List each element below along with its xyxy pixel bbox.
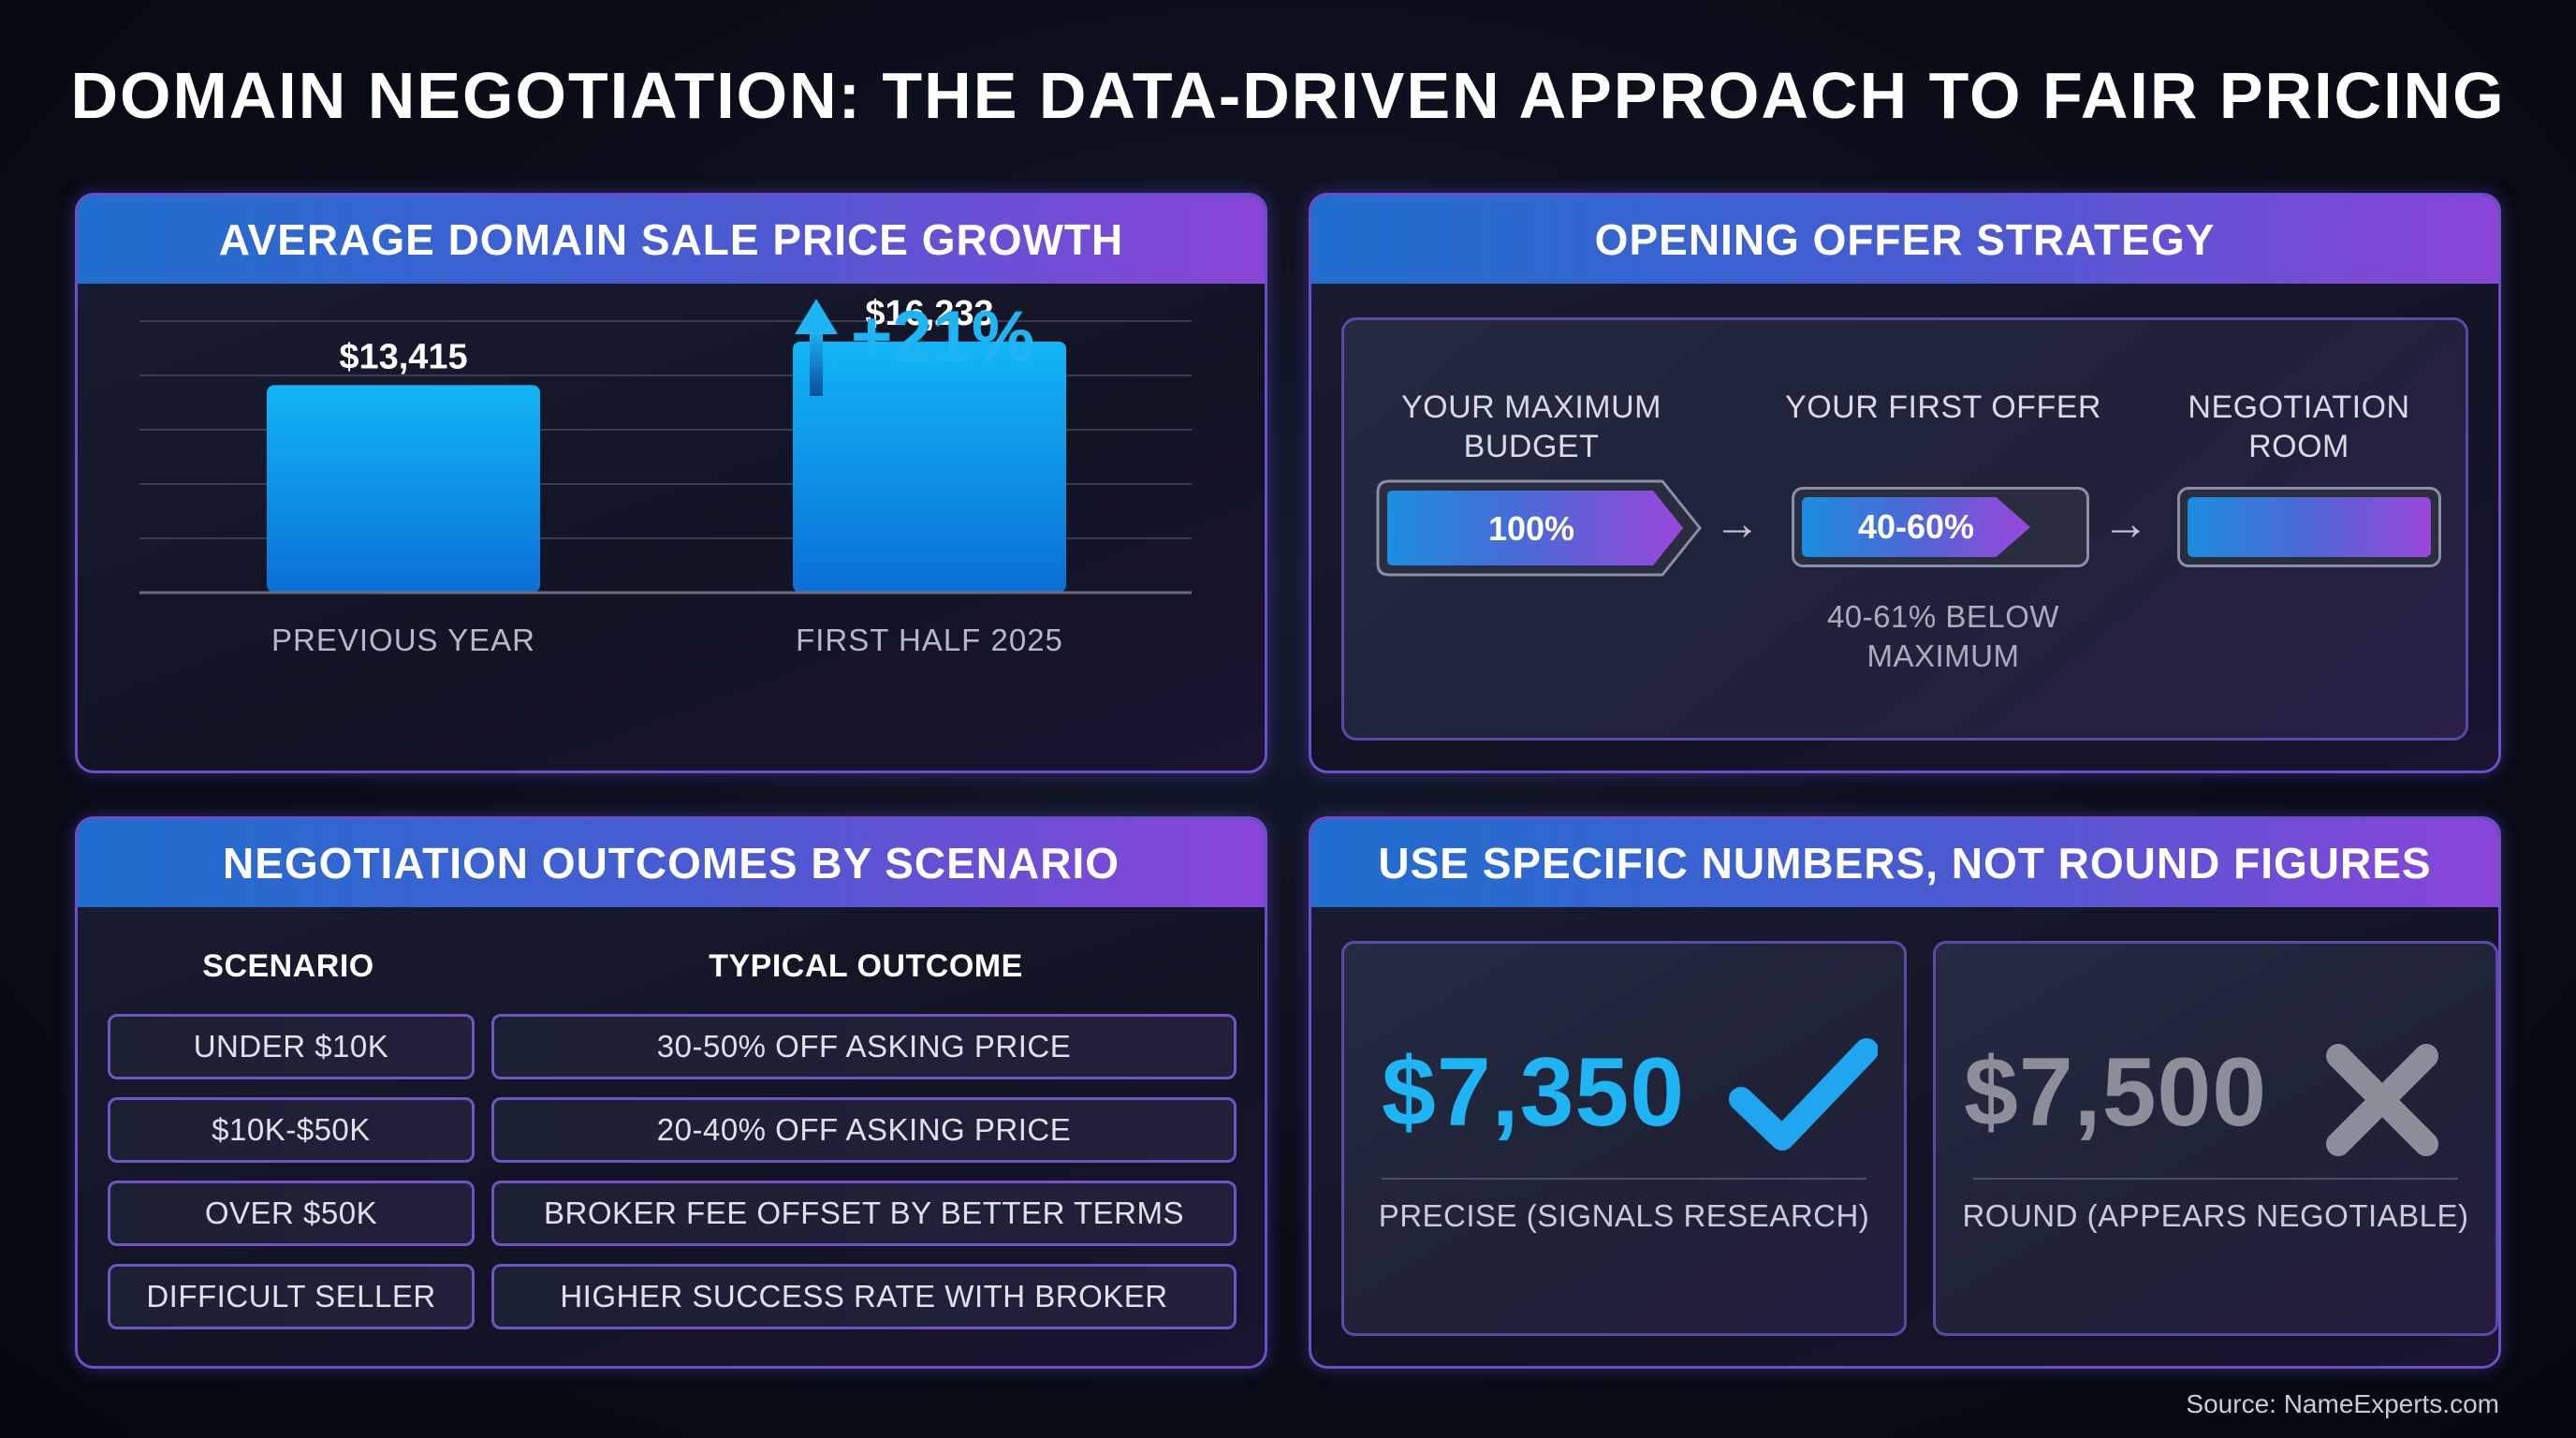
first-offer-label: YOUR FIRST OFFER: [1785, 389, 2101, 425]
outcome-cell: 20-40% OFF ASKING PRICE: [491, 1097, 1237, 1163]
specific-numbers-header: USE SPECIFIC NUMBERS, NOT ROUND FIGURES: [1311, 819, 2498, 907]
flow-arrow-icon-2: →: [2102, 497, 2149, 550]
outcome-cell: BROKER FEE OFFSET BY BETTER TERMS: [491, 1181, 1237, 1246]
negotiation-room-pill: [2177, 487, 2441, 567]
outcome-column-header: TYPICAL OUTCOME: [709, 948, 1023, 984]
category-label: FIRST HALF 2025: [796, 623, 1063, 657]
first-offer-note: 40-61% BELOW MAXIMUM: [1826, 599, 2060, 673]
precise-number-card: $7,350 PRECISE (SIGNALS RESEARCH): [1341, 941, 1907, 1336]
source-credit: Source: NameExperts.com: [2186, 1389, 2499, 1418]
price-growth-chart: $13,415 PREVIOUS YEAR $16,233 FIRST HALF 20…: [139, 294, 1192, 657]
offer-strategy-flow: YOUR MAXIMUM BUDGET YOUR FIRST OFFER NEG…: [1341, 317, 2468, 741]
card-divider: [1973, 1178, 2458, 1180]
bar-value-label: $13,415: [339, 337, 467, 376]
round-number-caption: ROUND (APPEARS NEGOTIABLE): [1962, 1198, 2469, 1233]
price-growth-panel: AVERAGE DOMAIN SALE PRICE GROWTH $13,415…: [75, 193, 1267, 773]
offer-strategy-panel: OPENING OFFER STRATEGY YOUR MAXIMUM BUDG…: [1309, 193, 2501, 773]
round-number-card: $7,500 ROUND (APPEARS NEGOTIABLE): [1933, 941, 2498, 1336]
flow-arrow-icon-1: →: [1714, 497, 1761, 550]
scenario-column-header: SCENARIO: [202, 948, 374, 984]
negotiation-room-fill: [2188, 497, 2431, 557]
max-budget-value: 100%: [1488, 509, 1574, 548]
round-number-value: $7,500: [1964, 1038, 2268, 1147]
max-budget-arrow: 100%: [1376, 479, 1702, 577]
price-growth-header: AVERAGE DOMAIN SALE PRICE GROWTH: [78, 196, 1265, 284]
specific-numbers-panel: USE SPECIFIC NUMBERS, NOT ROUND FIGURES …: [1309, 816, 2501, 1369]
category-label: PREVIOUS YEAR: [271, 623, 535, 657]
card-divider: [1382, 1178, 1866, 1180]
x-icon: [2326, 1044, 2438, 1156]
bar: [267, 385, 540, 593]
growth-arrow-icon: [795, 299, 838, 396]
scenario-cell: DIFFICULT SELLER: [108, 1264, 475, 1329]
page-title: DOMAIN NEGOTIATION: THE DATA-DRIVEN APPR…: [70, 59, 2506, 132]
precise-number-value: $7,350: [1382, 1038, 1686, 1147]
outcomes-header: NEGOTIATION OUTCOMES BY SCENARIO: [78, 819, 1265, 907]
first-offer-pill: 40-60%: [1792, 487, 2089, 567]
check-icon: [1729, 1038, 1878, 1151]
outcome-cell: HIGHER SUCCESS RATE WITH BROKER: [491, 1264, 1237, 1329]
negotiation-room-label: NEGOTIATION ROOM: [2188, 389, 2410, 464]
first-offer-value: 40-60%: [1802, 497, 2030, 557]
outcomes-panel: NEGOTIATION OUTCOMES BY SCENARIO SCENARI…: [75, 816, 1267, 1369]
precise-number-caption: PRECISE (SIGNALS RESEARCH): [1378, 1198, 1870, 1233]
scenario-cell: OVER $50K: [108, 1181, 475, 1246]
growth-delta-label: +21%: [851, 297, 1035, 376]
max-budget-label: YOUR MAXIMUM BUDGET: [1401, 389, 1661, 464]
scenario-cell: UNDER $10K: [108, 1014, 475, 1079]
bar: [793, 341, 1066, 593]
outcome-cell: 30-50% OFF ASKING PRICE: [491, 1014, 1237, 1079]
offer-strategy-header: OPENING OFFER STRATEGY: [1311, 196, 2498, 284]
scenario-cell: $10K-$50K: [108, 1097, 475, 1163]
bar-value-label: $16,233: [865, 294, 993, 333]
